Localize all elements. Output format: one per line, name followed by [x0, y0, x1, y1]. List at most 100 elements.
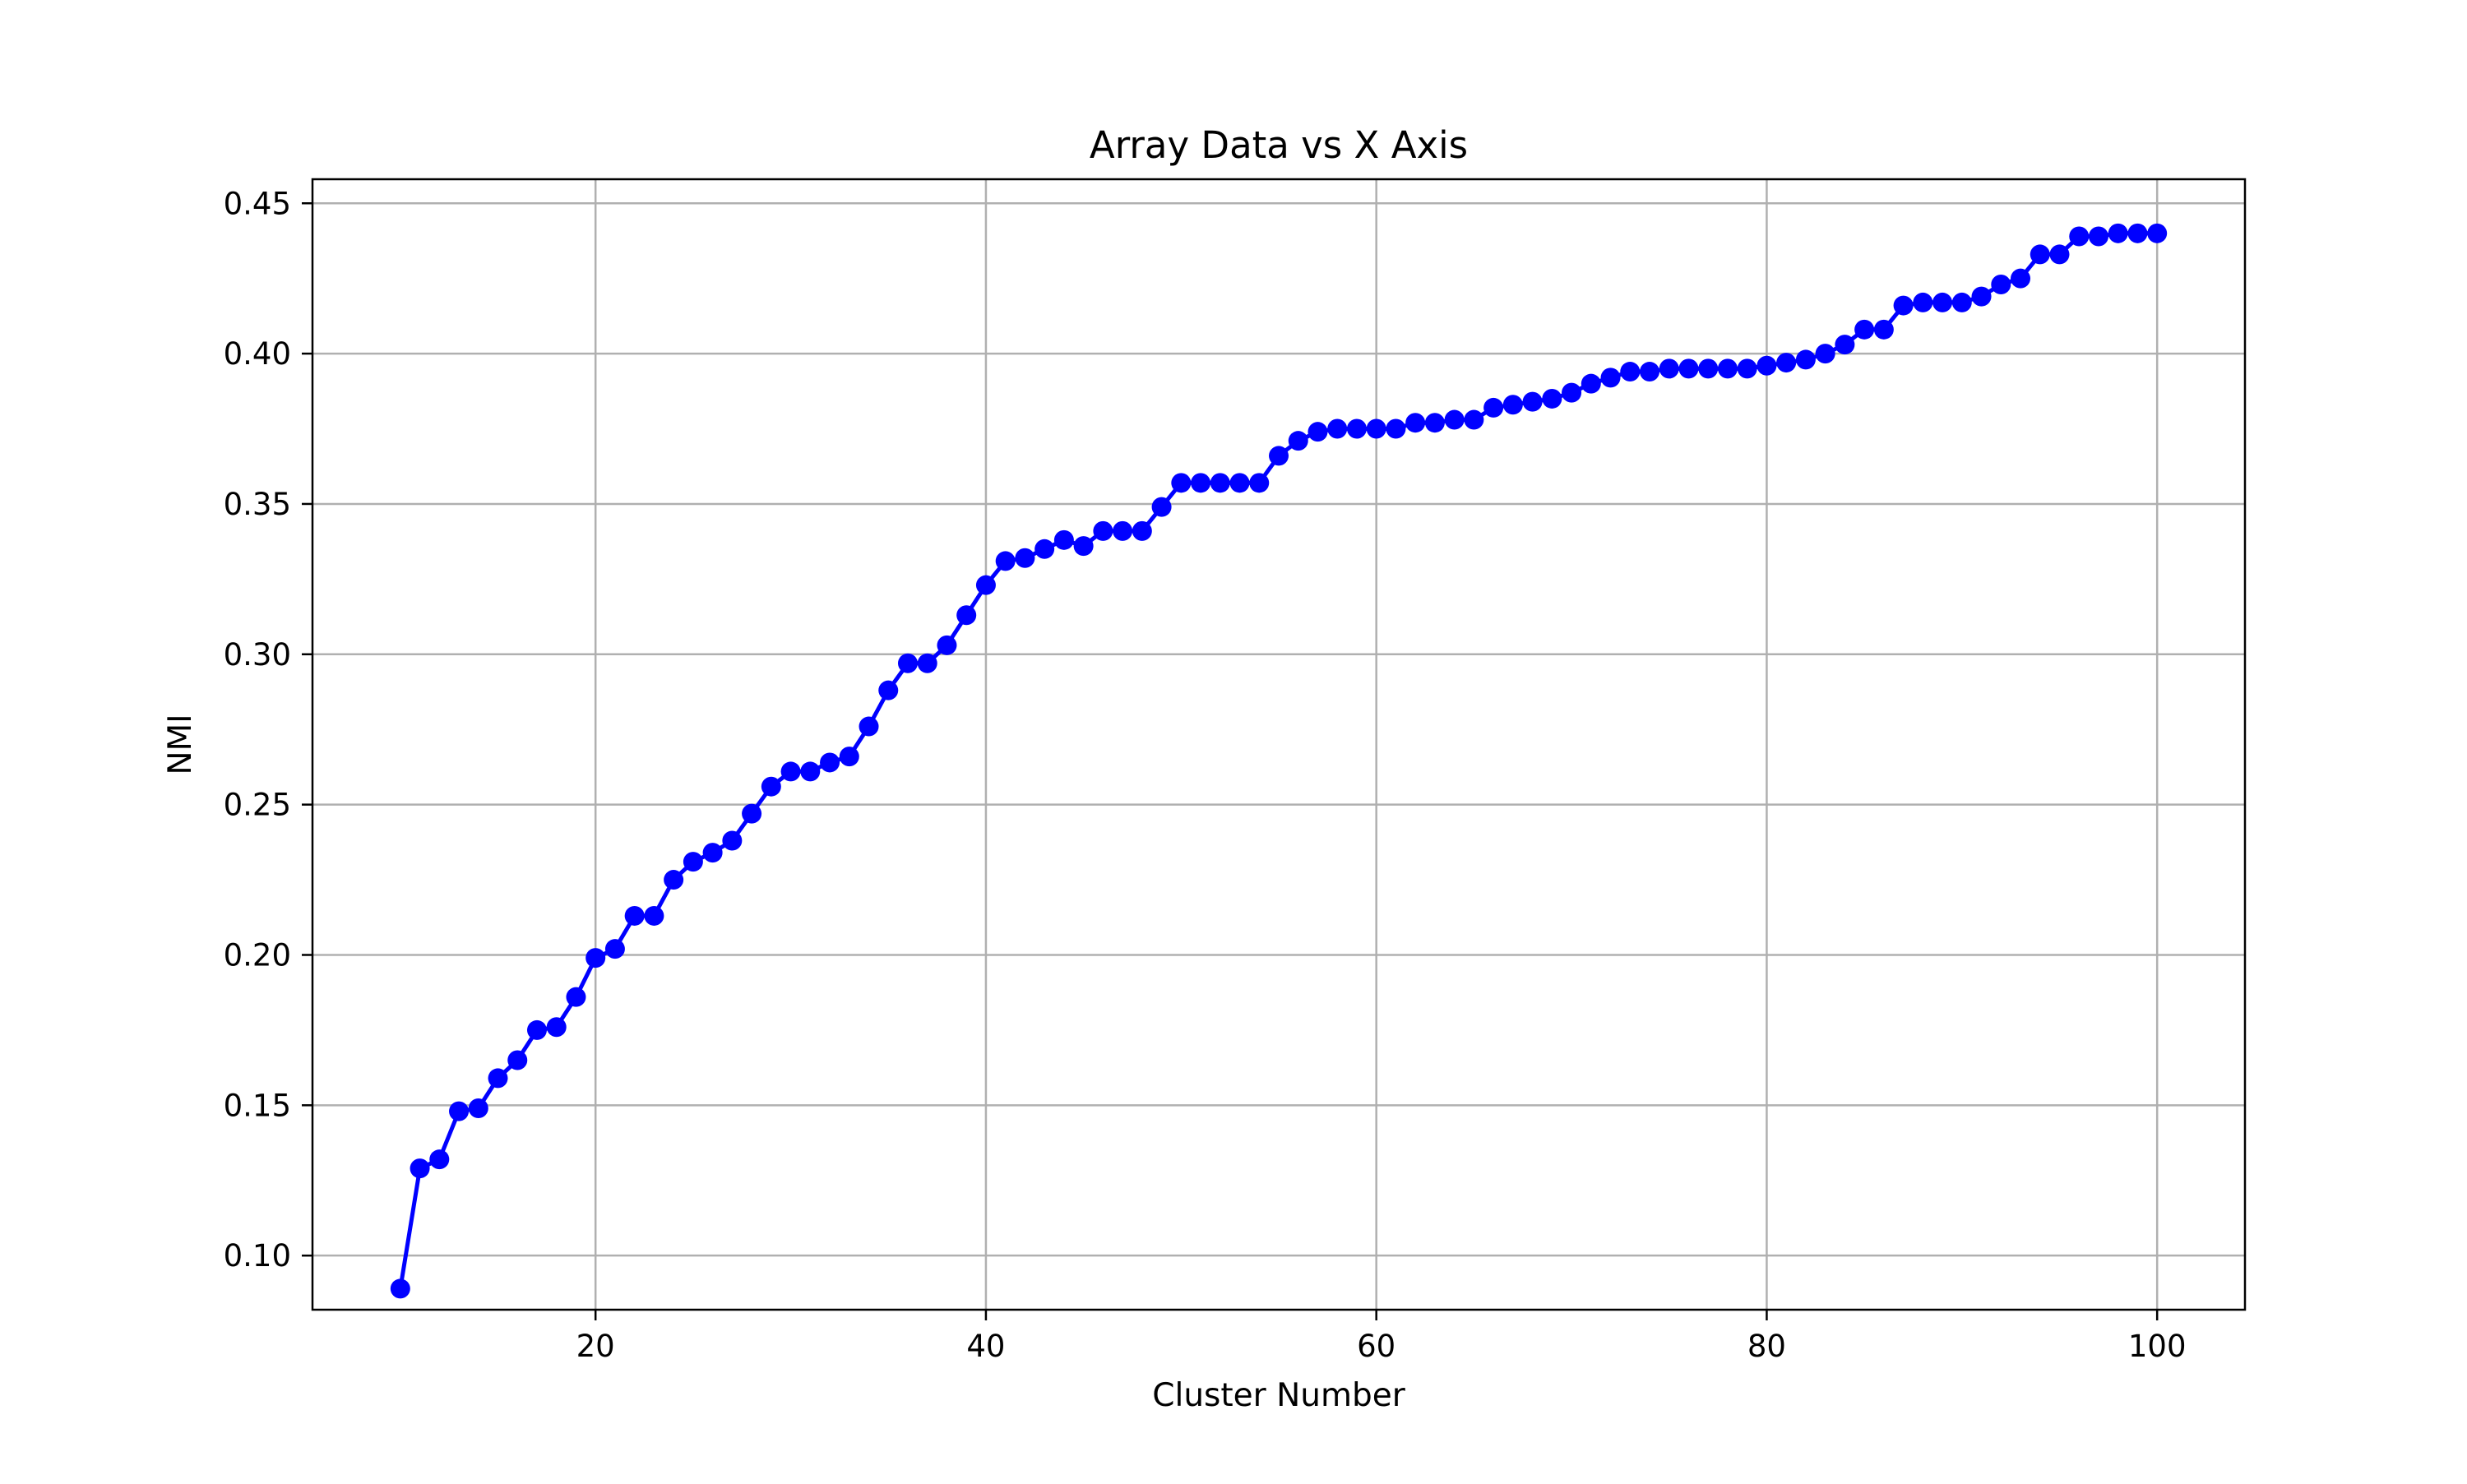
data-point [1522, 391, 1543, 412]
data-point [1776, 353, 1797, 373]
data-point [1659, 358, 1679, 379]
data-point [1269, 446, 1289, 466]
plot-frame [311, 178, 2247, 1311]
data-point [1405, 413, 1426, 433]
data-point [937, 635, 957, 655]
grid-lines [312, 179, 2245, 1310]
y-tick-label: 0.25 [224, 788, 291, 823]
y-tick-label: 0.15 [224, 1088, 291, 1123]
data-point [917, 653, 937, 673]
data-point [702, 843, 723, 863]
data-point [780, 761, 801, 782]
data-point [2011, 268, 2031, 289]
x-tick-label: 20 [576, 1329, 615, 1364]
data-point [1191, 473, 1211, 493]
data-point [1308, 422, 1328, 442]
data-point [1053, 529, 1074, 550]
data-point [1444, 409, 1465, 430]
data-point [956, 605, 977, 626]
data-point [586, 948, 606, 969]
data-point [488, 1068, 508, 1089]
data-point [546, 1017, 567, 1038]
data-point [1795, 349, 1816, 370]
data-point [1327, 418, 1348, 439]
data-point [2127, 223, 2148, 243]
data-point [1424, 413, 1445, 433]
data-point [878, 680, 899, 700]
data-point [995, 551, 1016, 571]
data-point [897, 653, 918, 673]
y-tick-label: 0.45 [224, 186, 291, 221]
data-point [975, 575, 996, 595]
data-point [1386, 418, 1406, 439]
data-point [566, 987, 586, 1007]
data-point [1717, 358, 1738, 379]
y-tick-label: 0.10 [224, 1238, 291, 1274]
data-point [1913, 292, 1933, 312]
data-point [1932, 292, 1953, 312]
data-point [1249, 473, 1270, 493]
x-tick-label: 60 [1357, 1329, 1395, 1364]
data-point [1815, 344, 1835, 364]
data-point [468, 1098, 488, 1118]
data-point [1600, 368, 1621, 388]
data-point [507, 1050, 528, 1070]
data-point [2030, 244, 2050, 265]
data-point [1698, 358, 1719, 379]
data-point [1464, 409, 1484, 430]
data-point [742, 803, 762, 824]
data-point [1034, 539, 1055, 559]
data-point [2049, 244, 2070, 265]
data-point [2108, 223, 2128, 243]
data-point [664, 870, 684, 890]
chart-title: Array Data vs X Axis [1090, 123, 1468, 167]
data-point [1210, 473, 1230, 493]
data-series [390, 223, 2168, 1299]
data-point [390, 1278, 410, 1299]
data-point [1171, 473, 1192, 493]
data-point [1366, 418, 1386, 439]
data-point [1562, 382, 1582, 403]
data-point [1581, 373, 1601, 394]
data-point [449, 1101, 470, 1121]
data-point [1951, 292, 1972, 312]
y-axis-label: NMI [162, 714, 199, 774]
data-point [526, 1019, 547, 1040]
data-point [1873, 319, 1894, 340]
data-point [1854, 319, 1875, 340]
data-point [761, 776, 781, 797]
data-point [1678, 358, 1699, 379]
data-point [1991, 274, 2011, 294]
data-point [1893, 295, 1914, 316]
data-point [722, 830, 743, 851]
data-point [1483, 397, 1504, 418]
data-point [429, 1149, 450, 1170]
x-tick-label: 40 [966, 1329, 1005, 1364]
data-point [624, 905, 645, 926]
y-tick-label: 0.40 [224, 336, 291, 372]
data-point [2069, 226, 2090, 247]
data-point [859, 716, 879, 737]
data-point [1757, 355, 1777, 376]
data-point [1093, 520, 1113, 541]
data-point [800, 761, 821, 782]
data-point [1835, 335, 1855, 355]
data-point [1502, 395, 1523, 415]
data-point [1073, 536, 1094, 557]
x-tick-label: 100 [2128, 1329, 2187, 1364]
data-point [410, 1158, 430, 1179]
data-point [1971, 286, 1992, 307]
y-tick-label: 0.35 [224, 487, 291, 522]
x-tick-label: 80 [1747, 1329, 1786, 1364]
data-point [1542, 388, 1562, 409]
data-point [644, 905, 664, 926]
data-point [1113, 520, 1133, 541]
data-point [1737, 358, 1757, 379]
y-tick-label: 0.30 [224, 637, 291, 673]
data-point [1015, 548, 1035, 568]
data-point [2147, 223, 2168, 243]
data-point [820, 752, 840, 773]
data-point [1346, 418, 1367, 439]
